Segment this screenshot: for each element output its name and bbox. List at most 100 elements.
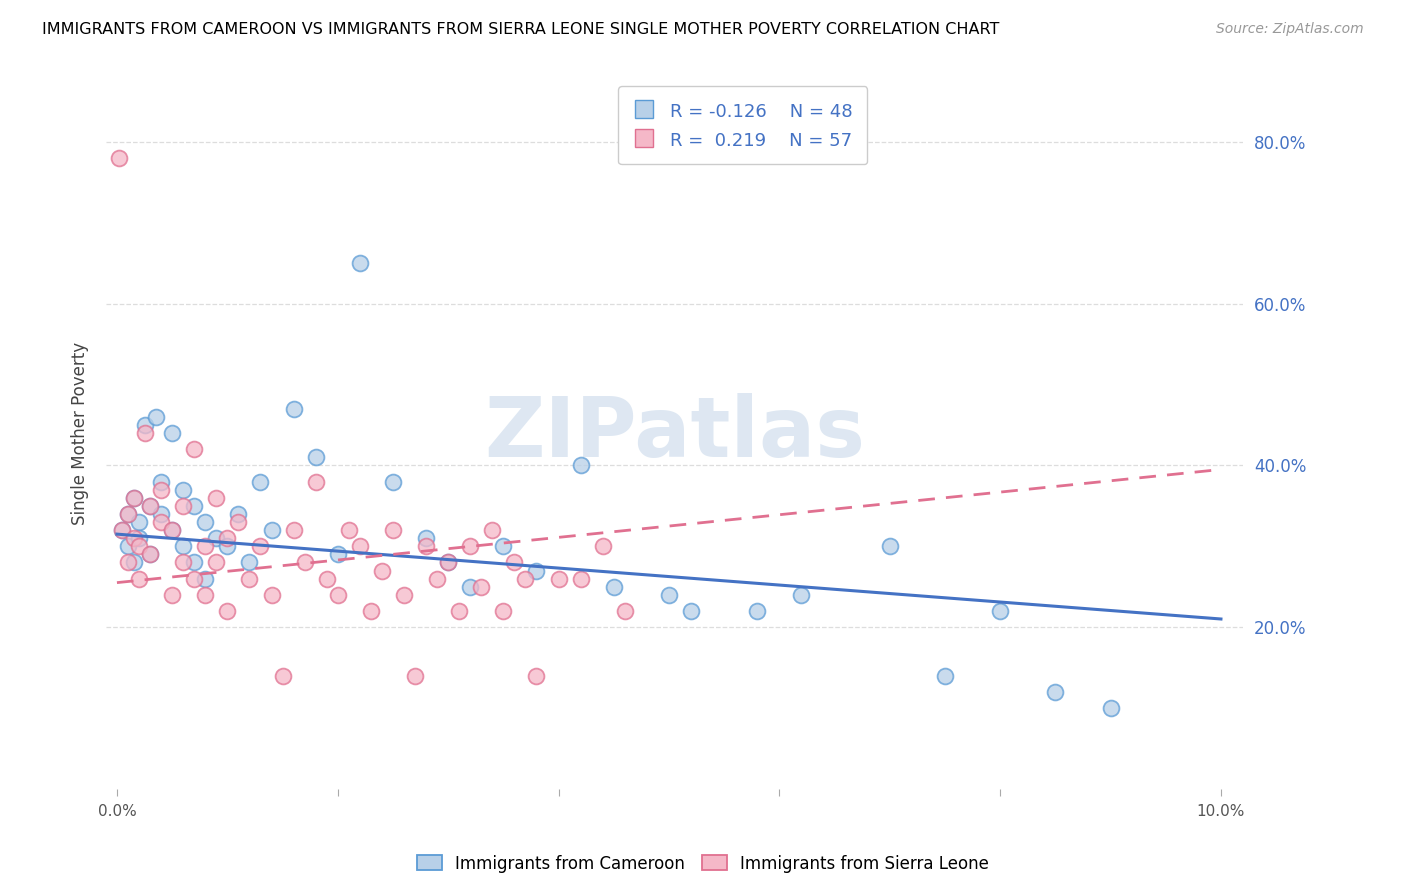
Point	[194, 572, 217, 586]
Point	[547, 572, 569, 586]
Point	[249, 475, 271, 489]
Point	[172, 499, 194, 513]
Point	[283, 401, 305, 416]
Point	[437, 556, 460, 570]
Point	[145, 409, 167, 424]
Point	[111, 523, 134, 537]
Point	[122, 556, 145, 570]
Point	[492, 604, 515, 618]
Point	[294, 556, 316, 570]
Point	[128, 572, 150, 586]
Point	[183, 499, 205, 513]
Point	[569, 572, 592, 586]
Point	[934, 668, 956, 682]
Point	[349, 256, 371, 270]
Point	[238, 572, 260, 586]
Point	[108, 151, 131, 165]
Point	[122, 531, 145, 545]
Point	[172, 539, 194, 553]
Point	[392, 588, 415, 602]
Point	[128, 531, 150, 545]
Point	[526, 668, 548, 682]
Point	[150, 475, 173, 489]
Point	[988, 604, 1011, 618]
Point	[205, 531, 228, 545]
Point	[117, 539, 139, 553]
Point	[603, 580, 626, 594]
Point	[205, 491, 228, 505]
Point	[326, 547, 349, 561]
Point	[315, 572, 337, 586]
Point	[217, 604, 239, 618]
Point	[194, 539, 217, 553]
Point	[283, 523, 305, 537]
Point	[305, 475, 328, 489]
Point	[205, 556, 228, 570]
Y-axis label: Single Mother Poverty: Single Mother Poverty	[72, 342, 89, 524]
Point	[111, 523, 134, 537]
Point	[470, 580, 492, 594]
Point	[415, 531, 437, 545]
Point	[139, 499, 162, 513]
Point	[217, 531, 239, 545]
Point	[515, 572, 537, 586]
Point	[458, 539, 481, 553]
Point	[194, 588, 217, 602]
Point	[160, 426, 183, 441]
Point	[449, 604, 471, 618]
Point	[134, 417, 156, 432]
Point	[150, 515, 173, 529]
Point	[172, 483, 194, 497]
Point	[337, 523, 360, 537]
Point	[183, 572, 205, 586]
Point	[592, 539, 614, 553]
Text: IMMIGRANTS FROM CAMEROON VS IMMIGRANTS FROM SIERRA LEONE SINGLE MOTHER POVERTY C: IMMIGRANTS FROM CAMEROON VS IMMIGRANTS F…	[42, 22, 1000, 37]
Point	[228, 515, 250, 529]
Point	[747, 604, 769, 618]
Point	[122, 491, 145, 505]
Point	[238, 556, 260, 570]
Point	[371, 564, 394, 578]
Point	[481, 523, 503, 537]
Point	[437, 556, 460, 570]
Point	[458, 580, 481, 594]
Point	[260, 523, 283, 537]
Point	[249, 539, 271, 553]
Point	[658, 588, 681, 602]
Point	[305, 450, 328, 465]
Point	[613, 604, 636, 618]
Point	[381, 475, 404, 489]
Point	[117, 507, 139, 521]
Point	[139, 547, 162, 561]
Text: ZIPatlas: ZIPatlas	[484, 392, 865, 474]
Point	[122, 491, 145, 505]
Point	[360, 604, 382, 618]
Point	[194, 515, 217, 529]
Point	[326, 588, 349, 602]
Legend: R = -0.126    N = 48, R =  0.219    N = 57: R = -0.126 N = 48, R = 0.219 N = 57	[619, 87, 868, 164]
Point	[503, 556, 526, 570]
Point	[160, 523, 183, 537]
Point	[492, 539, 515, 553]
Point	[879, 539, 901, 553]
Point	[172, 556, 194, 570]
Point	[790, 588, 813, 602]
Point	[160, 588, 183, 602]
Point	[150, 483, 173, 497]
Point	[128, 539, 150, 553]
Point	[349, 539, 371, 553]
Point	[183, 442, 205, 457]
Point	[139, 499, 162, 513]
Point	[426, 572, 449, 586]
Point	[134, 426, 156, 441]
Point	[526, 564, 548, 578]
Point	[128, 515, 150, 529]
Point	[117, 556, 139, 570]
Point	[183, 556, 205, 570]
Point	[117, 507, 139, 521]
Point	[415, 539, 437, 553]
Point	[569, 458, 592, 473]
Point	[260, 588, 283, 602]
Point	[381, 523, 404, 537]
Point	[679, 604, 702, 618]
